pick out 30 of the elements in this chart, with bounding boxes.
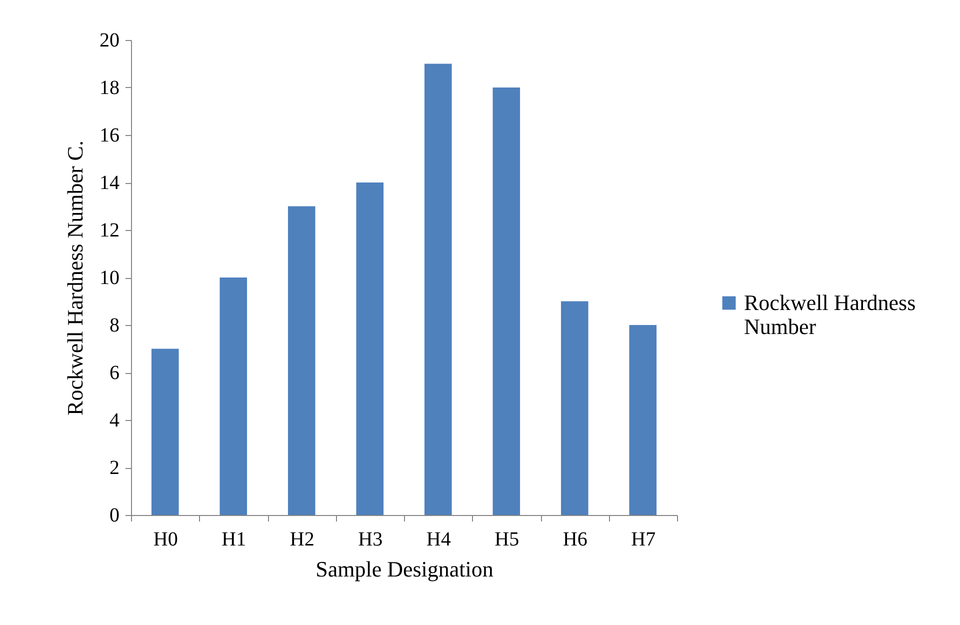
x-tick-label: H4	[426, 528, 451, 550]
bar	[424, 64, 452, 515]
bar	[356, 182, 384, 515]
y-tick-label: 8	[110, 314, 120, 336]
y-tick-label: 12	[100, 220, 120, 242]
bar	[492, 88, 520, 515]
bar	[288, 206, 316, 515]
x-axis-title: Sample Designation	[316, 556, 494, 582]
y-tick-label: 18	[100, 77, 120, 99]
y-tick-label: 6	[110, 362, 120, 384]
y-tick-label: 2	[110, 457, 120, 479]
x-tick-label: H7	[631, 528, 656, 550]
legend-label: Rockwell Hardness Number	[744, 290, 916, 339]
bar	[220, 278, 248, 515]
x-tick-label: H6	[562, 528, 588, 550]
y-tick-label: 16	[100, 124, 120, 146]
y-tick-label: 10	[100, 267, 120, 289]
x-tick-label: H3	[358, 528, 383, 550]
y-axis-title: Rockwell Hardness Number C.	[62, 140, 88, 416]
y-tick-label: 14	[100, 172, 120, 194]
bar	[629, 325, 657, 515]
bar	[151, 348, 179, 515]
y-tick-label: 0	[110, 504, 120, 526]
x-tick-label: H1	[222, 528, 246, 550]
x-tick-label: H2	[290, 528, 314, 550]
y-tick-label: 4	[110, 410, 120, 432]
x-tick-label: H0	[153, 528, 178, 550]
bar	[560, 301, 588, 515]
x-tick-label: H5	[494, 528, 520, 550]
y-tick-label: 20	[100, 30, 120, 52]
